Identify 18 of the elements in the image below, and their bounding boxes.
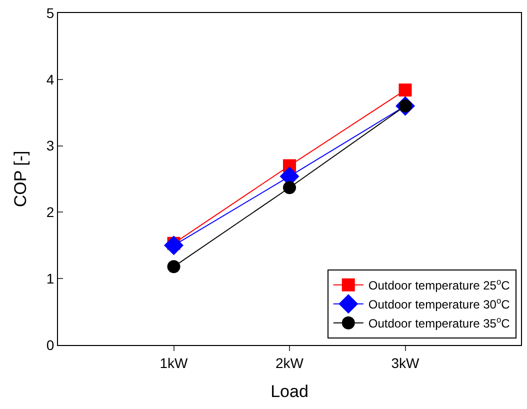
y-axis-title: COP [-] [10, 150, 30, 208]
y-tick-label: 2 [46, 204, 54, 220]
y-tick-label: 5 [46, 4, 54, 21]
y-tick-label: 0 [46, 336, 54, 353]
y-tick-label: 4 [46, 71, 54, 88]
point [164, 236, 184, 256]
x-tick-label: 3kW [391, 354, 420, 371]
point [398, 84, 412, 97]
x-tick-label: 1kW [160, 354, 189, 371]
point [283, 181, 296, 194]
x-axis-title: Load [270, 382, 308, 402]
legend-label: Outdoor temperature 30$^{o}$C [368, 296, 510, 312]
point [167, 260, 180, 274]
legend-label: Outdoor temperature 35$^{o}$C [368, 314, 510, 331]
x-tick-label: 2kW [276, 354, 304, 371]
legend-label: Outdoor temperature 25$^{o}$C [368, 276, 510, 293]
y-tick-label: 3 [46, 138, 54, 154]
y-tick-label: 1 [46, 270, 54, 286]
